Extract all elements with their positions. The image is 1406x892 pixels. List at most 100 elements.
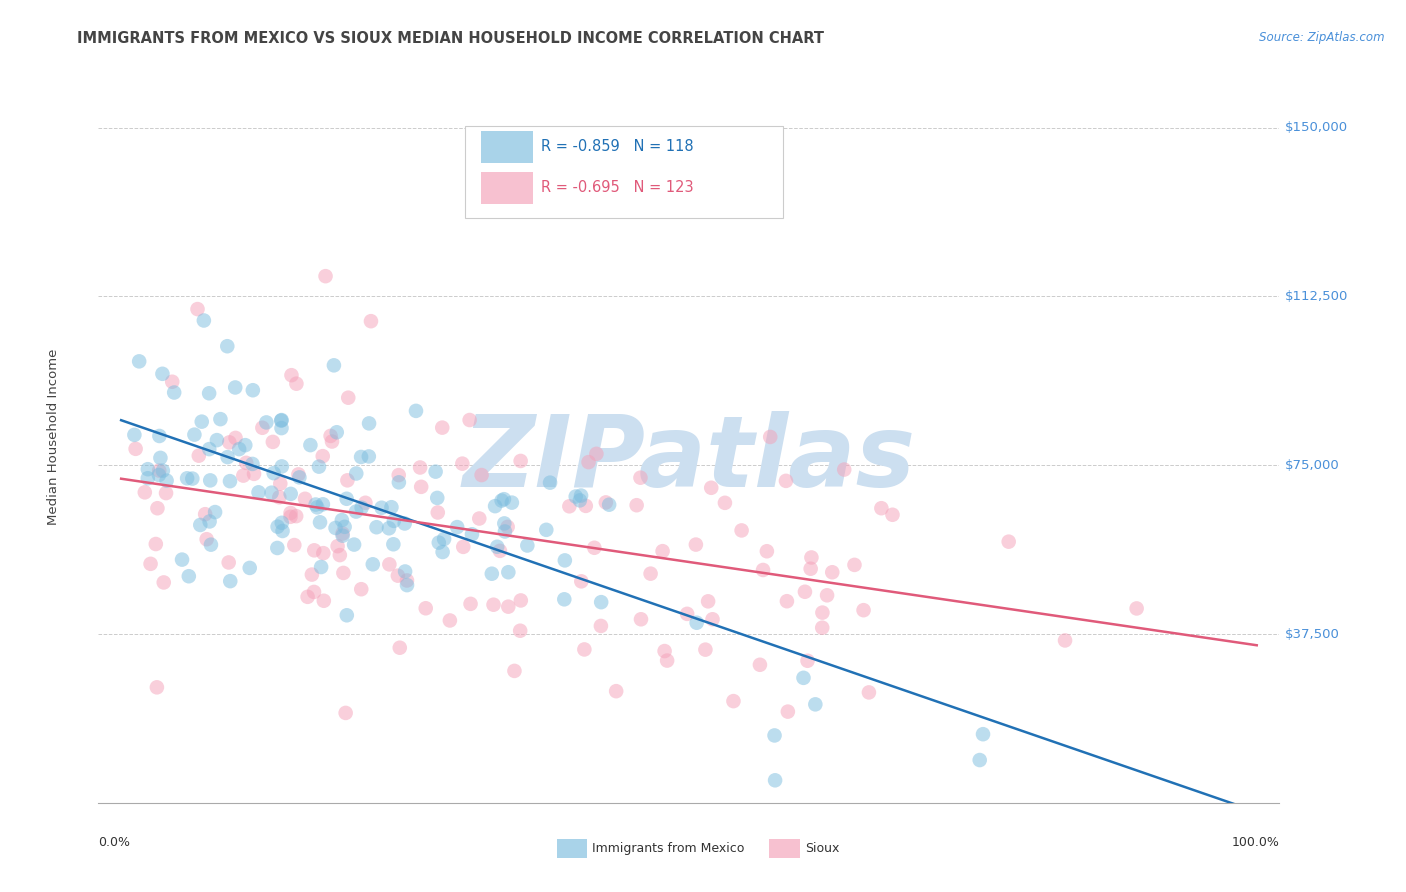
Point: [815, 588, 838, 602]
Text: 0.0%: 0.0%: [98, 836, 131, 848]
Point: [489, 544, 512, 558]
Point: [509, 454, 531, 468]
Point: [432, 545, 454, 559]
Point: [139, 557, 162, 571]
Point: [804, 698, 827, 712]
Point: [387, 568, 409, 582]
Point: [309, 516, 332, 530]
Point: [269, 490, 291, 504]
FancyBboxPatch shape: [769, 838, 800, 858]
Point: [148, 468, 170, 483]
Point: [325, 521, 347, 535]
Point: [426, 491, 449, 505]
Point: [187, 449, 209, 463]
Point: [564, 490, 586, 504]
Point: [654, 644, 676, 658]
Point: [354, 496, 377, 510]
Point: [460, 597, 482, 611]
Point: [446, 520, 468, 534]
Text: IMMIGRANTS FROM MEXICO VS SIOUX MEDIAN HOUSEHOLD INCOME CORRELATION CHART: IMMIGRANTS FROM MEXICO VS SIOUX MEDIAN H…: [77, 31, 824, 46]
Point: [299, 438, 322, 452]
Point: [188, 518, 211, 533]
Point: [195, 533, 218, 547]
Point: [763, 773, 786, 788]
Point: [254, 416, 277, 430]
Point: [319, 429, 342, 443]
Point: [336, 473, 359, 487]
Point: [360, 314, 382, 328]
FancyBboxPatch shape: [481, 130, 533, 163]
Point: [536, 523, 558, 537]
Point: [163, 385, 186, 400]
Point: [155, 474, 177, 488]
Point: [695, 642, 717, 657]
Point: [149, 450, 172, 465]
Point: [575, 499, 598, 513]
Point: [844, 558, 866, 572]
Point: [626, 498, 648, 512]
Point: [458, 413, 481, 427]
Point: [266, 541, 288, 555]
Point: [370, 500, 392, 515]
Point: [326, 539, 349, 553]
Text: Source: ZipAtlas.com: Source: ZipAtlas.com: [1260, 31, 1385, 45]
Point: [702, 612, 724, 626]
Point: [630, 612, 652, 626]
Point: [591, 595, 613, 609]
Point: [232, 468, 254, 483]
Point: [697, 594, 720, 608]
Point: [128, 354, 150, 368]
Point: [152, 575, 174, 590]
Point: [260, 485, 283, 500]
Point: [415, 601, 437, 615]
Point: [270, 413, 292, 427]
Point: [350, 582, 373, 597]
Point: [378, 558, 401, 572]
Point: [763, 728, 786, 742]
Point: [302, 543, 325, 558]
Point: [297, 590, 319, 604]
Point: [308, 459, 330, 474]
Point: [425, 465, 447, 479]
Point: [177, 569, 200, 583]
Point: [484, 499, 506, 513]
Text: $112,500: $112,500: [1285, 290, 1348, 303]
Point: [332, 529, 354, 543]
Point: [775, 474, 797, 488]
FancyBboxPatch shape: [557, 838, 588, 858]
Point: [409, 460, 432, 475]
Point: [595, 495, 617, 509]
Point: [357, 450, 380, 464]
Point: [280, 487, 302, 501]
Point: [309, 560, 332, 574]
Point: [271, 524, 294, 538]
Point: [755, 544, 778, 558]
Point: [714, 496, 737, 510]
Point: [204, 505, 226, 519]
Point: [811, 621, 834, 635]
Point: [332, 566, 354, 580]
Point: [870, 501, 893, 516]
Point: [382, 514, 405, 528]
Point: [243, 467, 266, 481]
Point: [651, 544, 673, 558]
Point: [395, 574, 418, 588]
Point: [821, 566, 844, 580]
Point: [388, 640, 411, 655]
Point: [321, 434, 343, 449]
Point: [492, 492, 515, 507]
Point: [598, 498, 620, 512]
Point: [239, 561, 262, 575]
Point: [640, 566, 662, 581]
Point: [509, 624, 531, 638]
Point: [262, 434, 284, 449]
Point: [198, 386, 221, 401]
Point: [134, 485, 156, 500]
Point: [266, 519, 288, 533]
Point: [283, 538, 305, 552]
Point: [1125, 601, 1147, 615]
Point: [792, 671, 814, 685]
Point: [263, 466, 285, 480]
Point: [330, 513, 353, 527]
Point: [494, 516, 516, 531]
